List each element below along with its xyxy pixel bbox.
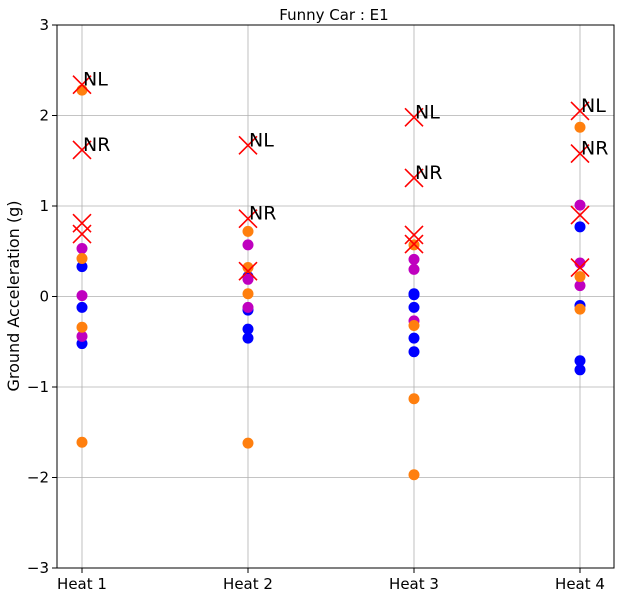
cross-stroke	[238, 135, 258, 155]
y-tick-label: 0	[39, 288, 49, 306]
cross-stroke	[570, 101, 590, 121]
orange-point	[408, 319, 420, 331]
orange-point	[76, 436, 88, 448]
y-tick-label: −1	[27, 378, 49, 396]
blue-point	[76, 301, 88, 313]
blue-point	[574, 364, 586, 376]
cross-marker	[404, 107, 424, 127]
orange-point	[408, 393, 420, 405]
blue-point	[574, 221, 586, 233]
cross-marker	[404, 225, 424, 245]
magenta-point	[242, 239, 254, 251]
cross-stroke	[72, 75, 92, 95]
orange-point	[574, 121, 586, 133]
orange-point	[242, 437, 254, 449]
blue-point	[574, 355, 586, 367]
annotation-label: NR	[415, 162, 442, 184]
magenta-point	[408, 263, 420, 275]
blue-point	[408, 301, 420, 313]
cross-marker	[404, 168, 424, 188]
x-tick-label: Heat 4	[555, 575, 605, 593]
orange-point	[574, 303, 586, 315]
magenta-point	[76, 243, 88, 255]
chart-title: Funny Car : E1	[279, 6, 388, 24]
x-tick-label: Heat 2	[223, 575, 273, 593]
cross-marker	[570, 205, 590, 225]
orange-point	[408, 469, 420, 481]
x-tick-label: Heat 3	[389, 575, 439, 593]
cross-stroke	[238, 261, 258, 281]
magenta-point	[242, 301, 254, 313]
cross-marker	[238, 135, 258, 155]
cross-stroke	[570, 257, 590, 278]
orange-point	[76, 252, 88, 264]
cross-marker	[72, 213, 92, 233]
annotation-label: NR	[581, 138, 608, 160]
annotation-label: NL	[415, 101, 440, 123]
cross-marker	[72, 140, 92, 160]
annotations: NL NR NL NR NL NR NL NR	[83, 69, 608, 225]
cross-stroke	[404, 107, 424, 127]
cross-marker	[238, 209, 258, 229]
annotation-label: NR	[83, 134, 110, 156]
orange-point	[574, 271, 586, 283]
magenta-point	[574, 280, 586, 292]
cross-marker	[404, 234, 424, 254]
cross-stroke	[72, 213, 92, 233]
y-tick-label: 3	[39, 16, 49, 34]
blue-point	[408, 332, 420, 344]
y-axis-ticks: −3 −2 −1 0 1 2 3	[27, 16, 57, 577]
blue-point	[242, 323, 254, 335]
magenta-point	[76, 330, 88, 342]
y-tick-label: −2	[27, 469, 49, 487]
cross-stroke	[238, 209, 258, 229]
cross-marker	[570, 101, 590, 121]
magenta-point	[242, 273, 254, 285]
orange-point	[242, 262, 254, 274]
cross-stroke	[404, 225, 424, 245]
cross-stroke	[404, 234, 424, 254]
x-tick-label: Heat 1	[57, 575, 107, 593]
blue-point	[242, 332, 254, 344]
annotation-label: NL	[83, 69, 108, 91]
magenta-point	[76, 290, 88, 302]
orange-point	[242, 288, 254, 300]
grid-lines	[57, 24, 614, 569]
y-axis-label: Ground Acceleration (g)	[4, 200, 23, 391]
cross-marker	[570, 143, 590, 164]
y-tick-label: −3	[27, 559, 49, 577]
cross-stroke	[570, 205, 590, 225]
blue-point	[408, 289, 420, 301]
cross-marker	[72, 224, 92, 244]
annotation-label: NL	[249, 129, 274, 151]
cross-stroke	[72, 224, 92, 244]
cross-stroke	[404, 168, 424, 188]
x-axis-ticks: Heat 1 Heat 2 Heat 3 Heat 4	[57, 568, 605, 593]
y-tick-label: 1	[39, 197, 49, 215]
blue-point	[76, 261, 88, 273]
blue-point	[408, 346, 420, 358]
orange-point	[76, 321, 88, 333]
magenta-point	[574, 199, 586, 211]
cross-marker	[72, 75, 92, 95]
magenta-point	[408, 253, 420, 265]
annotation-label: NL	[581, 95, 606, 117]
cross-stroke	[72, 140, 92, 160]
cross-marker	[570, 257, 590, 278]
y-tick-label: 2	[39, 107, 49, 125]
annotation-label: NR	[249, 203, 276, 225]
orange-point	[242, 225, 254, 237]
cross-stroke	[570, 143, 590, 164]
cross-marker	[238, 261, 258, 281]
data-marks	[72, 75, 590, 481]
